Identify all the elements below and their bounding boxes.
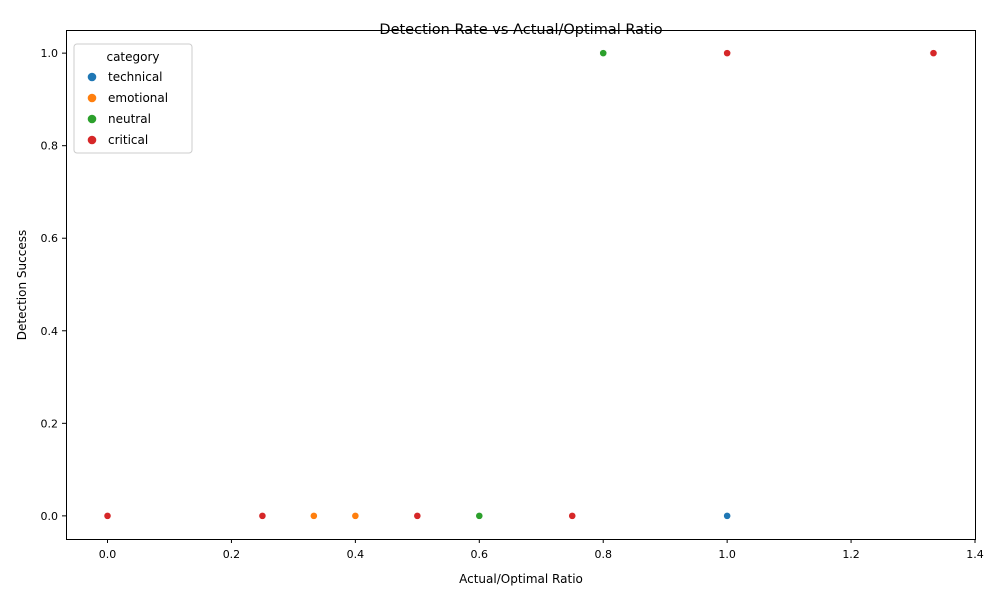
y-tick-label: 0.0 <box>41 510 59 523</box>
data-point-technical <box>723 511 732 520</box>
axes: 0.0 0.2 0.4 0.6 0.8 1.0 1.2 1.4 0.0 0.2 0.4 0.6 0.8 1… <box>41 47 984 561</box>
legend-marker <box>87 114 97 124</box>
legend-marker <box>87 135 97 145</box>
x-axis-label: Actual/Optimal Ratio <box>459 572 583 586</box>
data-point-neutral <box>475 511 484 520</box>
data-point-emotional <box>309 511 318 520</box>
data-points <box>103 49 938 520</box>
legend-marker <box>87 72 97 82</box>
legend: category technical emotional neutral critica… <box>73 43 193 154</box>
y-tick-label: 0.4 <box>41 325 59 338</box>
x-tick-label: 0.0 <box>99 548 117 561</box>
x-tick-label: 1.2 <box>842 548 860 561</box>
x-tick-label: 0.4 <box>347 548 365 561</box>
x-tick-label: 0.2 <box>223 548 241 561</box>
legend-box <box>73 43 193 154</box>
data-point-neutral <box>599 49 608 58</box>
legend-label: neutral <box>108 112 151 126</box>
legend-title: category <box>106 50 159 64</box>
data-point-emotional <box>351 511 360 520</box>
plot-frame <box>66 30 976 540</box>
data-point-critical <box>258 511 267 520</box>
data-point-critical <box>568 511 577 520</box>
data-point-critical <box>103 511 112 520</box>
x-tick-label: 1.0 <box>718 548 736 561</box>
y-tick-label: 0.6 <box>41 232 59 245</box>
legend-label: critical <box>108 133 148 147</box>
x-tick-label: 0.6 <box>471 548 489 561</box>
y-axis-label: Detection Success <box>15 230 29 340</box>
y-tick-label: 1.0 <box>41 47 59 60</box>
y-tick-label: 0.2 <box>41 417 59 430</box>
data-point-critical <box>413 511 422 520</box>
data-point-critical <box>723 49 732 58</box>
legend-label: emotional <box>108 91 168 105</box>
data-point-critical <box>929 49 938 58</box>
legend-marker <box>87 93 97 103</box>
legend-label: technical <box>108 70 163 84</box>
y-tick-label: 0.8 <box>41 140 59 153</box>
x-tick-label: 0.8 <box>594 548 612 561</box>
x-tick-label: 1.4 <box>966 548 984 561</box>
